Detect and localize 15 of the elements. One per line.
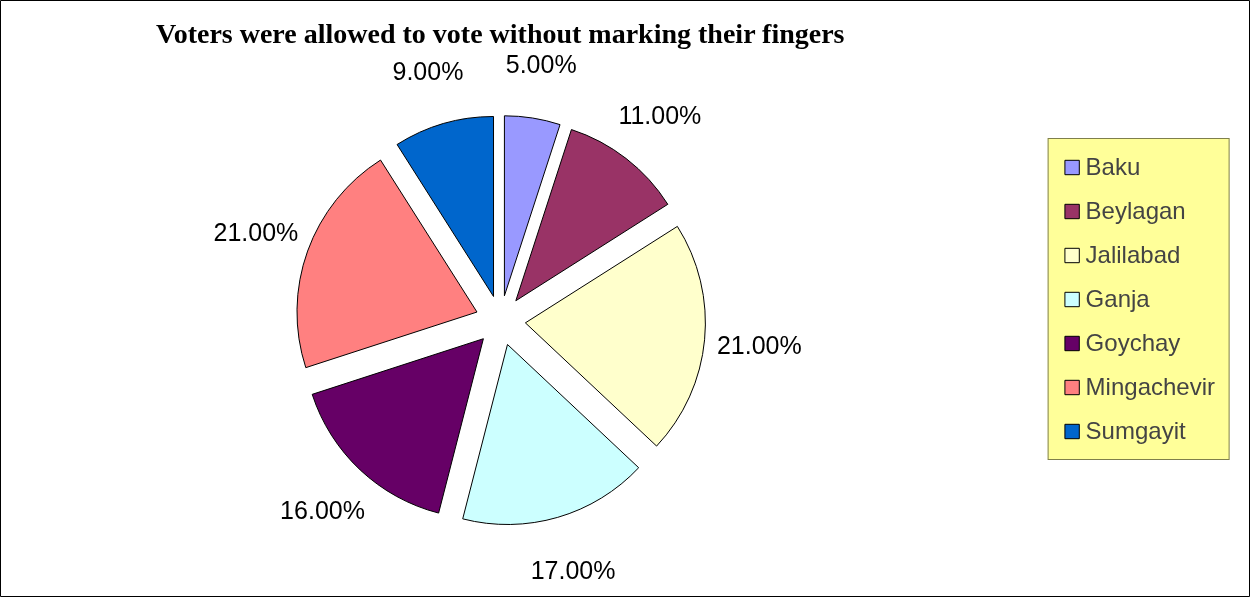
legend-label: Baku: [1085, 152, 1141, 181]
legend-label: Beylagan: [1085, 196, 1186, 225]
legend-label: Goychay: [1085, 328, 1181, 357]
data-label: 21.00%: [213, 218, 299, 247]
data-label: 21.00%: [716, 330, 802, 359]
chart-title: Voters were allowed to vote without marking their fingers: [156, 17, 845, 49]
legend-label: Jalilabad: [1085, 240, 1181, 269]
data-label: 9.00%: [392, 56, 464, 85]
legend-label: Ganja: [1085, 284, 1150, 313]
data-label: 11.00%: [618, 101, 702, 130]
legend-label: Sumgayit: [1085, 416, 1186, 445]
data-label: 16.00%: [280, 496, 365, 525]
legend-label: Mingachevir: [1085, 372, 1215, 401]
data-label: 5.00%: [505, 49, 577, 78]
data-label: 17.00%: [530, 556, 616, 585]
